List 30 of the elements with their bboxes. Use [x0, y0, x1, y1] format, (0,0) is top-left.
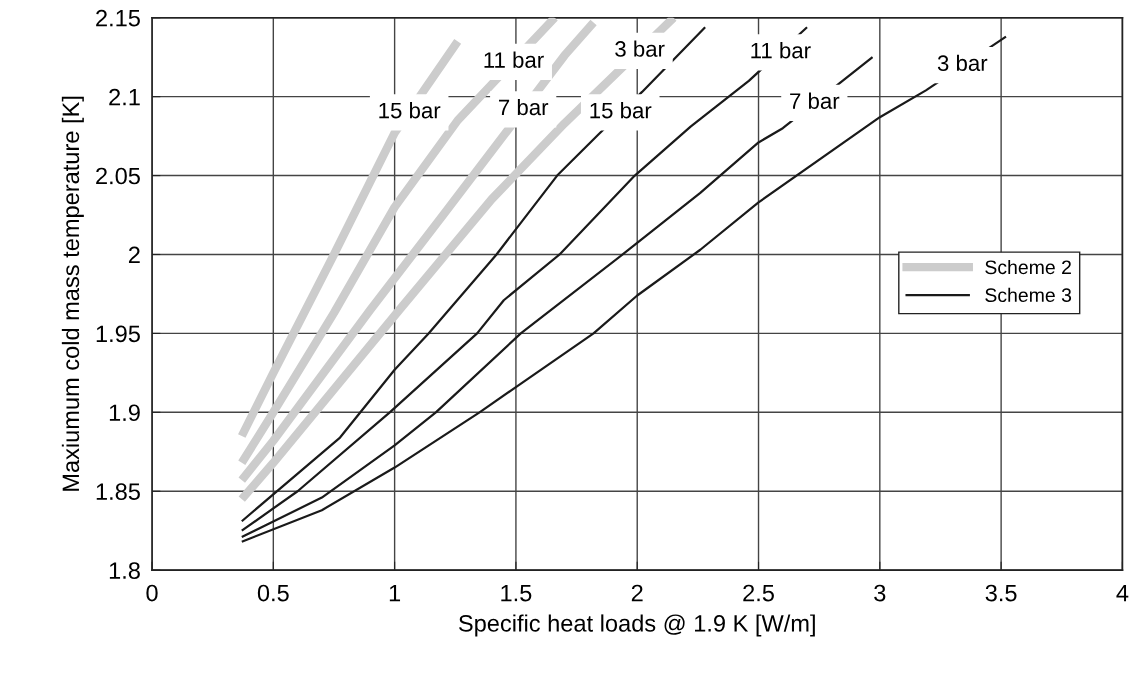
y-axis-title: Maxiumum cold mass temperature [K]	[61, 96, 84, 491]
annotation: 11 bar	[751, 42, 811, 59]
x-tick-label: 0.5	[257, 584, 289, 602]
annotation: 7 bar	[790, 92, 840, 109]
y-tick-label: 2.05	[96, 167, 140, 185]
legend-label: Scheme 3	[985, 287, 1072, 303]
y-tick-label: 2.15	[96, 9, 140, 27]
x-tick-label: 1	[389, 584, 401, 602]
x-tick-label: 2.5	[743, 584, 774, 602]
y-tick-label: 1.95	[96, 325, 140, 343]
y-tick-label: 1.85	[96, 483, 140, 501]
y-tick-label: 1.8	[109, 562, 140, 579]
legend-label: Scheme 2	[985, 259, 1071, 275]
x-tick-label: 3.5	[985, 584, 1017, 602]
annotation: 11 bar	[484, 51, 544, 68]
x-tick-label: 2	[631, 584, 643, 602]
x-tick-label: 3	[874, 584, 886, 602]
x-tick-label: 1.5	[501, 584, 532, 602]
y-tick-label: 1.9	[109, 404, 140, 422]
annotation: 3 bar	[937, 54, 988, 72]
x-tick-label: 4	[1116, 584, 1129, 602]
annotation: 3 bar	[615, 40, 665, 57]
annotation: 7 bar	[499, 98, 549, 116]
annotation: 15 bar	[379, 102, 441, 119]
x-axis-title: Specific heat loads @ 1.9 K [W/m]	[459, 614, 815, 637]
y-tick-label: 2.1	[109, 88, 140, 106]
x-tick-label: 0	[146, 584, 158, 602]
annotation: 15 bar	[590, 102, 652, 119]
y-tick-label: 2	[128, 246, 140, 264]
line-series	[240, 26, 809, 532]
